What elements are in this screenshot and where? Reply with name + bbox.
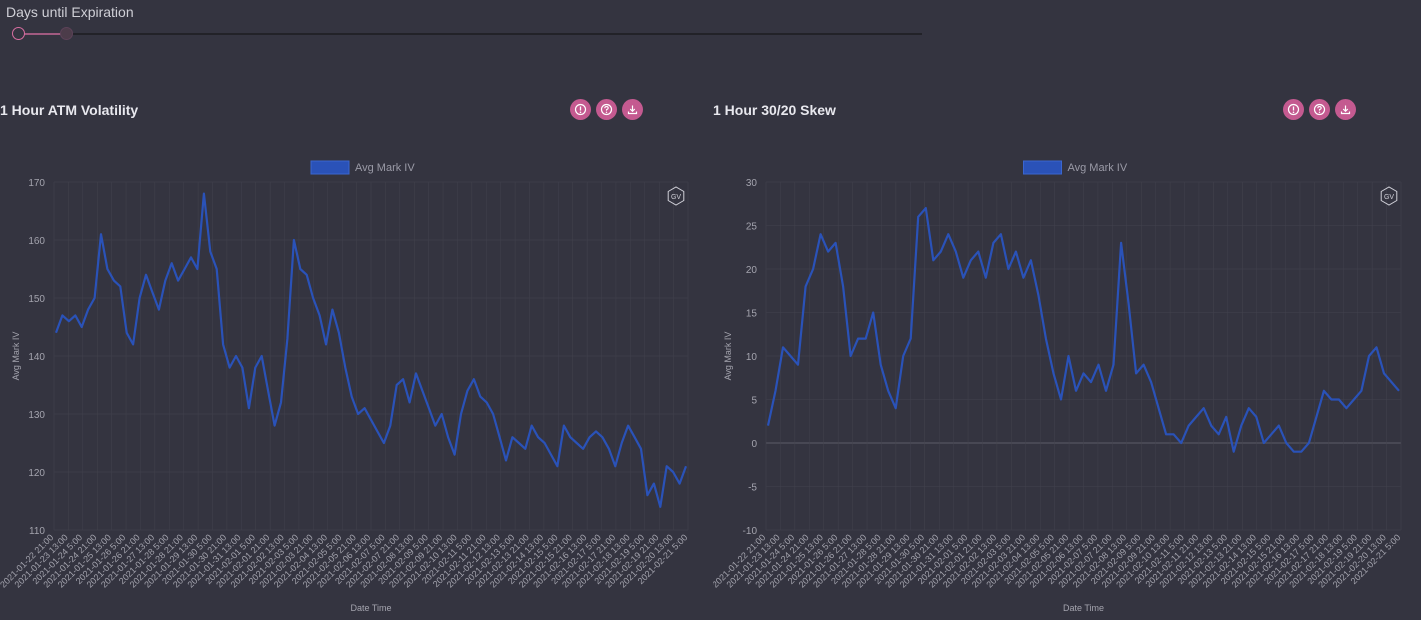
y-tick-label: 5 xyxy=(751,396,757,407)
skew-panel: 1 Hour 30/20 Skew Avg Mark IV -10 -5 0 5 10 15… xyxy=(713,96,1421,620)
slider-label: Days until Expiration xyxy=(6,4,134,20)
y-tick-label: 10 xyxy=(746,352,758,363)
slider-start-handle[interactable] xyxy=(12,27,25,40)
y-tick-label: -5 xyxy=(748,483,757,494)
help-button[interactable] xyxy=(596,99,617,120)
y-tick-label: 120 xyxy=(28,468,45,479)
help-icon xyxy=(600,103,613,116)
legend-swatch xyxy=(310,160,350,175)
help-icon xyxy=(1313,103,1326,116)
x-axis-label: Date Time xyxy=(350,603,391,613)
series-line xyxy=(766,206,1400,453)
legend-label: Avg Mark IV xyxy=(1068,162,1128,174)
atm-volatility-chart: Avg Mark IV1101201301401501601702021-01-… xyxy=(0,160,689,613)
gv-badge-icon xyxy=(667,186,685,206)
help-button[interactable] xyxy=(1309,99,1330,120)
info-button[interactable] xyxy=(1283,99,1304,120)
y-tick-label: 110 xyxy=(29,526,45,537)
info-button[interactable] xyxy=(570,99,591,120)
days-until-expiration-slider[interactable] xyxy=(12,25,922,45)
download-icon xyxy=(627,105,638,115)
y-axis-label: Avg Mark IV xyxy=(723,332,733,381)
y-tick-label: 170 xyxy=(28,178,45,189)
info-icon xyxy=(574,103,587,116)
legend-swatch xyxy=(1023,160,1062,175)
y-tick-label: 130 xyxy=(28,410,45,421)
y-tick-label: 160 xyxy=(28,236,45,247)
series-line xyxy=(54,192,688,508)
y-tick-label: 140 xyxy=(28,352,45,363)
y-tick-label: 0 xyxy=(751,439,757,450)
legend-label: Avg Mark IV xyxy=(355,162,415,174)
slider-end-handle[interactable] xyxy=(59,27,73,40)
gv-badge-label: GV xyxy=(1384,194,1394,201)
y-tick-label: 15 xyxy=(746,309,758,320)
y-tick-label: -10 xyxy=(743,526,758,537)
y-tick-label: 30 xyxy=(746,178,758,189)
download-button[interactable] xyxy=(622,99,643,120)
atm-volatility-panel: 1 Hour ATM Volatility Avg Mark IV 110 120 1… xyxy=(0,96,710,620)
gv-badge-label: GV xyxy=(671,194,681,201)
panel-title: 1 Hour ATM Volatility xyxy=(0,102,139,118)
download-button[interactable] xyxy=(1335,99,1356,120)
slider-track[interactable] xyxy=(18,33,922,35)
info-icon xyxy=(1287,103,1300,116)
x-axis-label: Date Time xyxy=(1063,603,1104,613)
gv-badge-icon xyxy=(1380,186,1398,206)
y-tick-label: 150 xyxy=(28,294,45,305)
y-tick-label: 20 xyxy=(746,265,758,276)
y-axis-label: Avg Mark IV xyxy=(11,332,21,381)
download-icon xyxy=(1340,105,1351,115)
slider-selected-range xyxy=(18,33,66,35)
y-tick-label: 25 xyxy=(746,222,758,233)
panel-title: 1 Hour 30/20 Skew xyxy=(713,102,836,118)
